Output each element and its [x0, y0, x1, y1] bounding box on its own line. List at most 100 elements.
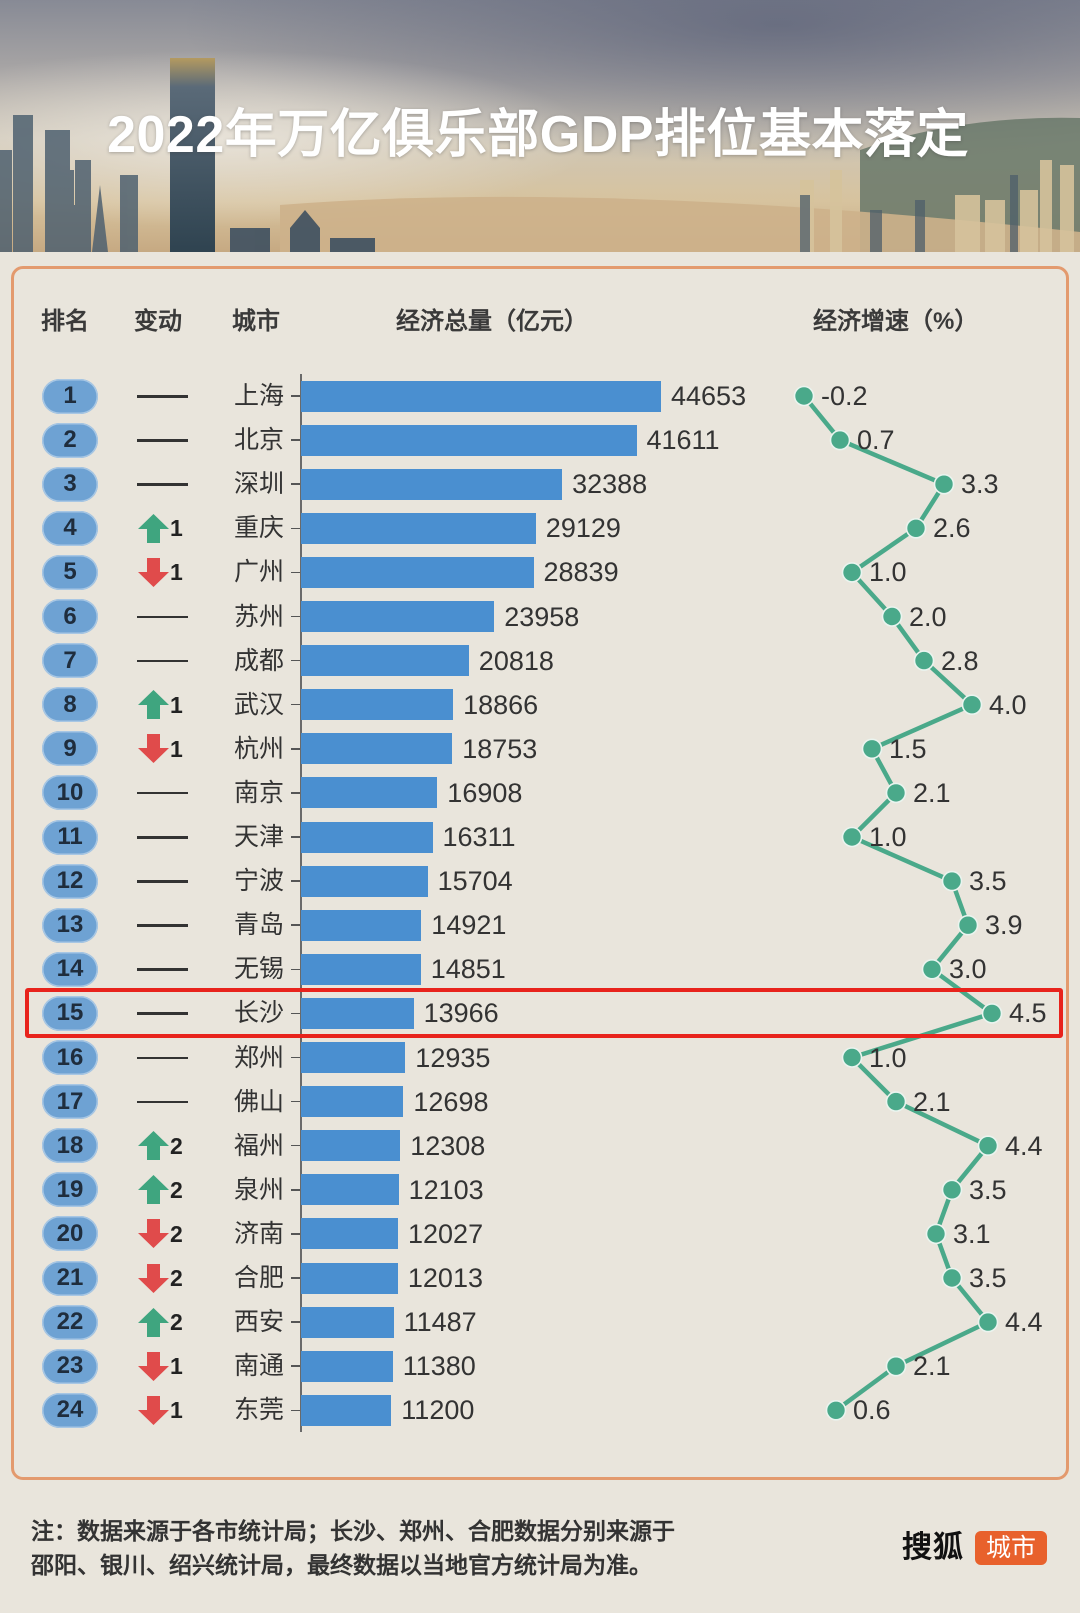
rank-badge: 3	[42, 466, 98, 502]
city-name: 深圳	[233, 470, 284, 499]
gdp-bar	[301, 1306, 394, 1338]
footnote-line-1: 注：数据来源于各市统计局；长沙、郑州、合肥数据分别来源于	[31, 1518, 675, 1544]
arrow-up-icon	[138, 690, 169, 720]
table-row: 13 青岛 14921	[0, 903, 1080, 947]
rank-change-amount: 2	[170, 1220, 183, 1247]
city-name: 西安	[233, 1308, 284, 1337]
axis-tick	[291, 659, 300, 662]
gdp-value-label: 44653	[671, 381, 747, 411]
gdp-value-label: 18753	[462, 733, 538, 764]
gdp-bar	[301, 1174, 399, 1206]
rank-number: 18	[56, 1131, 84, 1159]
gdp-bar	[301, 865, 428, 897]
rank-badge: 9	[42, 731, 98, 767]
gdp-bar	[301, 1042, 406, 1073]
rank-badge: 17	[42, 1084, 98, 1120]
no-change-dash	[137, 483, 188, 486]
rank-badge: 12	[42, 863, 98, 899]
gdp-value-label: 18866	[463, 689, 539, 720]
table-row: 6 苏州 23958	[0, 595, 1080, 639]
gdp-value-label: 12013	[407, 1263, 483, 1293]
gdp-value-label: 23958	[504, 601, 580, 632]
axis-tick	[291, 1233, 300, 1235]
city-name: 无锡	[233, 955, 284, 984]
table-row: 17 佛山 12698	[0, 1080, 1080, 1124]
city-name: 合肥	[233, 1264, 284, 1292]
axis-tick	[291, 703, 300, 706]
axis-tick	[291, 1189, 300, 1191]
rank-change-amount: 1	[170, 1353, 183, 1380]
axis-tick	[291, 924, 300, 926]
arrow-down-icon	[138, 1263, 169, 1293]
rank-number: 8	[63, 690, 77, 718]
gdp-value-label: 15704	[437, 866, 513, 897]
rank-number: 19	[56, 1175, 84, 1203]
arrow-down-icon	[138, 1219, 169, 1249]
table-row: 1 上海 44653	[0, 374, 1080, 418]
arrow-down-icon	[138, 557, 169, 587]
rank-badge: 13	[42, 907, 98, 943]
city-name: 佛山	[233, 1087, 284, 1116]
rank-number: 2	[63, 426, 77, 454]
arrow-down-icon	[138, 1351, 169, 1381]
gdp-value-label: 16311	[442, 822, 516, 852]
gdp-value-label: 12027	[408, 1218, 484, 1249]
gdp-bar	[301, 1394, 392, 1426]
axis-tick	[291, 1012, 300, 1015]
sohu-logo-text: 搜狐	[902, 1531, 964, 1564]
gdp-bar	[301, 777, 438, 809]
axis-tick	[291, 836, 300, 838]
no-change-dash	[137, 791, 188, 795]
rank-change-amount: 1	[170, 691, 183, 718]
rank-number: 24	[56, 1396, 84, 1424]
rank-number: 9	[63, 734, 77, 762]
gdp-bar	[301, 601, 495, 632]
rank-badge: 5	[42, 554, 98, 590]
no-change-dash	[137, 659, 188, 663]
no-change-dash	[137, 395, 188, 398]
table-row: 5 1 广州 28839	[0, 550, 1080, 594]
rank-badge: 15	[42, 995, 98, 1031]
gdp-bar	[301, 1130, 401, 1162]
table-row: 3 深圳 32388	[0, 462, 1080, 506]
no-change-dash	[137, 1012, 188, 1015]
table-row: 12 宁波 15704	[0, 859, 1080, 903]
no-change-dash	[137, 836, 188, 839]
rank-number: 17	[56, 1087, 84, 1115]
gdp-value-label: 11487	[403, 1307, 477, 1338]
gdp-bar	[301, 953, 421, 985]
gdp-bar	[301, 1086, 404, 1118]
city-name: 成都	[233, 646, 284, 675]
gdp-bar	[301, 424, 637, 456]
column-header-growth: 经济增速（%）	[813, 308, 979, 335]
city-name: 天津	[233, 823, 284, 851]
rank-badge: 2	[42, 422, 98, 458]
rank-change-amount: 2	[170, 1309, 183, 1336]
city-name: 长沙	[233, 999, 284, 1028]
gdp-bar	[301, 689, 454, 721]
arrow-up-icon	[138, 1131, 169, 1161]
table-row: 19 2 泉州 12103	[0, 1168, 1080, 1212]
city-name: 青岛	[233, 911, 284, 940]
gdp-bar	[301, 909, 422, 941]
rank-change-amount: 2	[170, 1176, 183, 1203]
arrow-down-icon	[138, 1395, 169, 1425]
gdp-value-label: 13966	[423, 998, 499, 1029]
rank-number: 6	[63, 602, 77, 630]
axis-tick	[291, 483, 300, 485]
city-name: 杭州	[233, 734, 284, 763]
rank-badge: 21	[42, 1260, 98, 1296]
gdp-bar	[301, 821, 433, 853]
rank-change-amount: 2	[170, 1265, 183, 1291]
rank-badge: 18	[42, 1128, 98, 1164]
rank-badge: 24	[42, 1392, 98, 1428]
city-name: 苏州	[233, 602, 284, 631]
axis-tick	[291, 439, 300, 441]
arrow-up-icon	[138, 1307, 169, 1337]
column-header-city: 城市	[232, 308, 280, 335]
rank-badge: 22	[42, 1304, 98, 1340]
rank-change-amount: 1	[170, 1397, 183, 1424]
table-row: 20 2 济南 12027	[0, 1212, 1080, 1256]
city-name: 重庆	[233, 514, 284, 543]
table-row: 14 无锡 14851	[0, 947, 1080, 991]
